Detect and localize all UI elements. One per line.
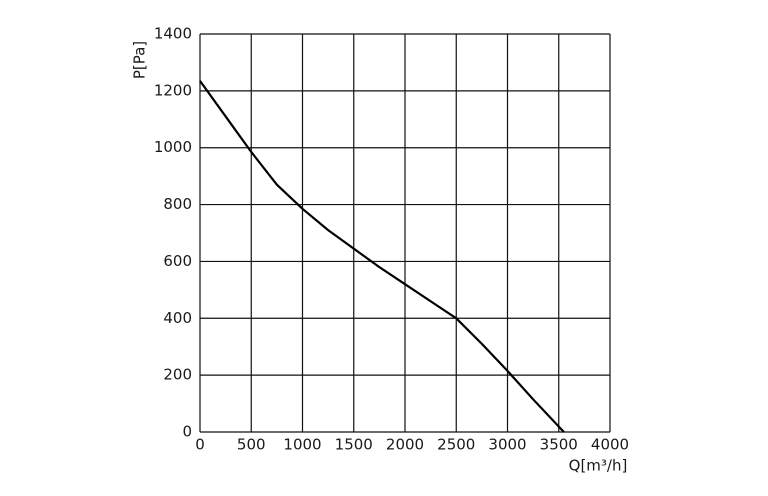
y-tick-label: 200: [163, 366, 192, 384]
x-tick-label: 3000: [488, 436, 526, 454]
y-tick-label: 600: [163, 252, 192, 270]
x-tick-label: 4000: [591, 436, 629, 454]
y-tick-label: 800: [163, 195, 192, 213]
x-tick-label: 2000: [386, 436, 424, 454]
y-tick-label: 0: [182, 423, 192, 441]
y-tick-label: 1000: [154, 138, 192, 156]
y-axis-label: P[Pa]: [131, 41, 149, 79]
x-tick-label: 1000: [283, 436, 321, 454]
x-tick-label: 1500: [335, 436, 373, 454]
y-tick-label: 400: [163, 309, 192, 327]
x-tick-label: 0: [195, 436, 205, 454]
y-tick-label: 1400: [154, 25, 192, 43]
x-tick-label: 500: [237, 436, 266, 454]
x-axis-label: Q[m³/h]: [569, 457, 628, 475]
x-tick-label: 3500: [540, 436, 578, 454]
y-tick-label: 1200: [154, 81, 192, 99]
x-tick-label: 2500: [437, 436, 475, 454]
curve: [199, 80, 565, 433]
